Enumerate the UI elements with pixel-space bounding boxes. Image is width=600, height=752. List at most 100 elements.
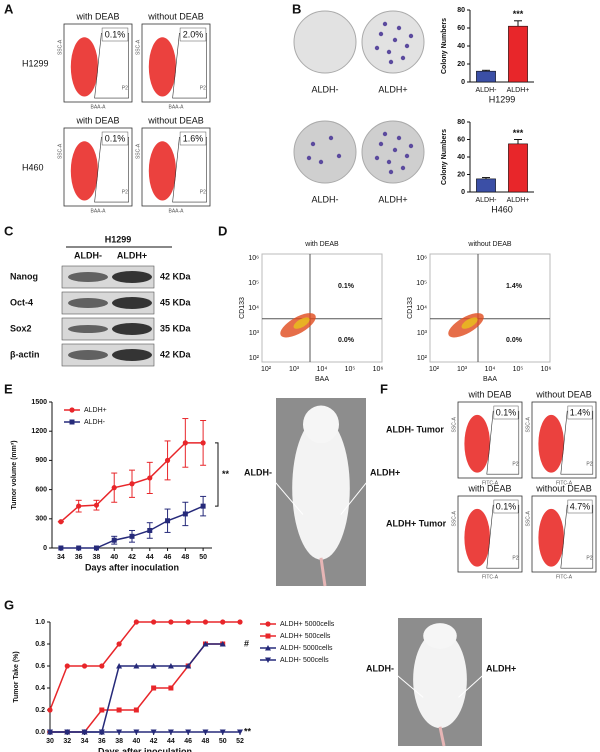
y-tick-label: 0 — [461, 79, 465, 86]
x-tick-label: 36 — [75, 554, 83, 561]
flow-x-axis: FITC-A — [482, 480, 499, 486]
marker — [116, 641, 122, 647]
x-tick-label: 40 — [110, 554, 118, 561]
colony — [400, 165, 406, 171]
x-tick-label: 10⁶ — [373, 366, 384, 373]
x-tick-label: 36 — [98, 738, 106, 745]
category-label: ALDH- — [475, 197, 497, 204]
flow-y-axis: SSC-A — [451, 510, 457, 526]
x-tick-label: 10² — [429, 366, 440, 373]
category-label: ALDH+ — [507, 197, 530, 204]
flow-title: with DEAB — [467, 389, 511, 399]
y-tick-label: 0 — [461, 189, 465, 196]
y-axis-label: Colony Numbers — [441, 18, 448, 74]
x-tick-label: 32 — [63, 738, 71, 745]
marker — [81, 663, 88, 669]
marker — [237, 729, 243, 735]
cell-cloud — [70, 141, 98, 201]
bar — [476, 70, 496, 83]
bar — [508, 25, 528, 83]
cell-cloud — [464, 414, 491, 473]
bracket — [215, 442, 219, 507]
dish-label: ALDH- — [311, 84, 338, 94]
cell-cloud-core — [293, 317, 310, 329]
marker — [69, 419, 75, 425]
gate — [172, 33, 207, 99]
flow-title: with DEAB — [75, 11, 119, 21]
colony — [400, 55, 406, 61]
arrow — [340, 480, 369, 515]
x-tick-label: 42 — [150, 738, 158, 745]
colony — [382, 21, 388, 27]
cell-line: H1299 — [105, 234, 132, 244]
x-tick-label: 48 — [202, 738, 210, 745]
significance: *** — [513, 128, 524, 138]
cell-cloud — [538, 508, 564, 567]
colony — [408, 33, 414, 39]
colony — [318, 159, 324, 165]
band — [112, 349, 152, 361]
y-tick-label: 900 — [35, 457, 47, 464]
y-tick-label: 40 — [457, 154, 465, 161]
y-tick-label: 10⁵ — [416, 280, 427, 287]
quadrant-percent: 0.0% — [506, 337, 523, 344]
protein-label: β-actin — [10, 349, 40, 359]
marker — [219, 729, 226, 735]
band — [68, 325, 108, 333]
x-tick-label: 34 — [57, 554, 65, 561]
percent-box — [493, 405, 519, 420]
colony — [374, 45, 380, 51]
colony — [388, 169, 394, 175]
plot-title: with DEAB — [304, 241, 339, 248]
gate-name: P2 — [586, 556, 592, 562]
marker — [129, 481, 135, 487]
flow-x-axis: FITC-A — [556, 574, 573, 580]
y-axis-label: Tumor Take (%) — [13, 651, 20, 702]
mouse-tail — [438, 726, 446, 747]
marker — [185, 619, 191, 625]
marker — [133, 663, 140, 669]
colony — [404, 153, 410, 159]
colony — [310, 141, 316, 147]
gate-name: P2 — [200, 189, 206, 195]
significance: ** — [222, 469, 230, 479]
x-tick-label: 50 — [199, 554, 207, 561]
series-line — [49, 621, 240, 711]
marker — [167, 663, 174, 669]
gate-name: P2 — [122, 85, 128, 91]
size-label: 45 KDa — [160, 297, 192, 307]
y-tick-label: 600 — [35, 486, 47, 493]
x-tick-label: 10⁵ — [345, 366, 356, 373]
arrow — [395, 673, 424, 698]
lane-label: ALDH- — [74, 250, 102, 260]
y-tick-label: 0.4 — [35, 685, 45, 692]
category-label: ALDH+ — [507, 87, 530, 94]
flow-title: without DEAB — [147, 115, 204, 125]
gate-percent: 0.1% — [105, 133, 126, 143]
x-tick-label: 44 — [146, 554, 154, 561]
colony — [306, 155, 312, 161]
gate — [94, 33, 129, 99]
size-label: 42 KDa — [160, 349, 192, 359]
x-tick-label: 38 — [93, 554, 101, 561]
flow-title: without DEAB — [147, 11, 204, 21]
panel-label: G — [4, 597, 14, 612]
y-tick-label: 10² — [249, 355, 260, 362]
marker — [185, 663, 192, 669]
band — [68, 272, 108, 282]
x-tick-label: 30 — [46, 738, 54, 745]
protein-label: Oct-4 — [10, 297, 33, 307]
axis-label: BAA — [315, 376, 329, 383]
y-tick-label: 10⁴ — [248, 305, 259, 312]
y-tick-label: 80 — [457, 119, 465, 126]
panel-label: D — [218, 223, 227, 238]
y-axis-label: Colony Numbers — [441, 129, 448, 185]
y-tick-label: 1500 — [31, 399, 47, 406]
bar — [508, 143, 528, 193]
panel-label: F — [380, 381, 388, 396]
gate-percent: 2.0% — [183, 29, 204, 39]
y-tick-label: 0 — [43, 545, 47, 552]
marker — [58, 545, 64, 551]
dish-label: ALDH+ — [378, 84, 407, 94]
marker — [47, 729, 53, 735]
